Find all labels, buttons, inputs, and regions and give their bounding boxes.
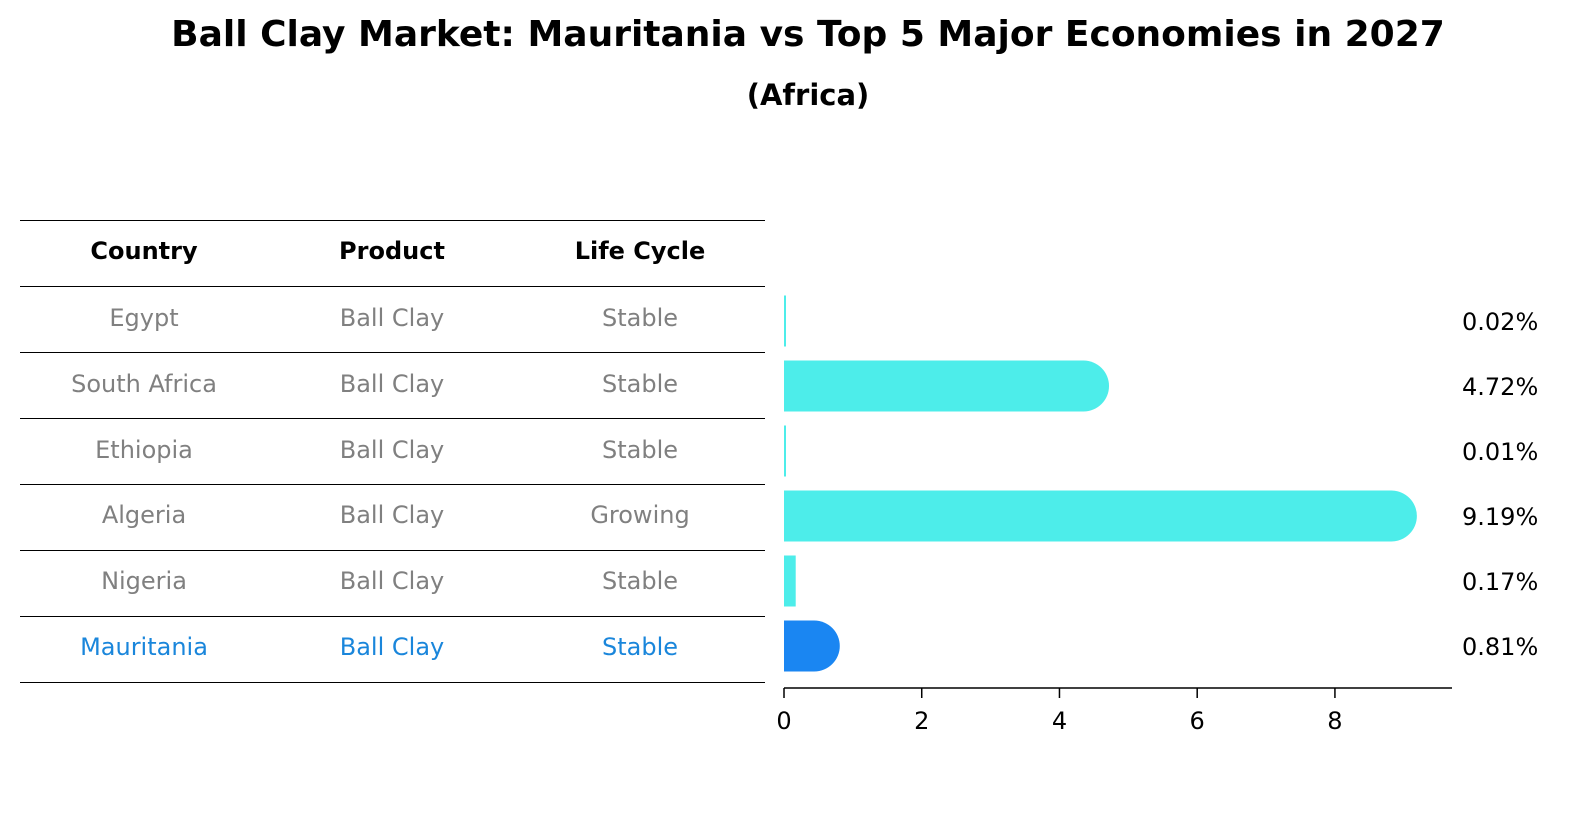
bar-nigeria [784, 555, 796, 607]
cell-country: Mauritania [80, 633, 208, 661]
cell-life-cycle: Stable [601, 369, 679, 398]
cell-life-cycle: Stable [601, 304, 679, 332]
value-label: 9.19% [1462, 503, 1538, 531]
cell-product: Ball Clay [339, 501, 445, 530]
cell-life-cycle: Growing [590, 501, 690, 530]
cell-life-cycle: Stable [601, 435, 679, 464]
cell-product: Ball Clay [339, 633, 445, 661]
cell-country: Algeria [101, 501, 187, 530]
chart-subtitle: (Africa) [746, 78, 870, 112]
cell-life-cycle: Stable [601, 633, 679, 661]
cell-country: South Africa [71, 369, 217, 398]
x-tick-label: 2 [914, 707, 929, 735]
header-life-cycle: Life Cycle [574, 237, 706, 265]
x-tick-label: 8 [1327, 707, 1342, 735]
table-rule [20, 616, 765, 617]
cell-product: Ball Clay [339, 435, 445, 464]
cell-product: Ball Clay [339, 304, 445, 332]
chart-title: Ball Clay Market: Mauritania vs Top 5 Ma… [171, 14, 1445, 55]
x-tick-label: 4 [1052, 707, 1067, 735]
table-rule [20, 352, 765, 353]
table-rule [20, 286, 765, 287]
value-label: 0.02% [1462, 308, 1538, 336]
cell-product: Ball Clay [339, 567, 445, 596]
bar-algeria [784, 490, 1417, 542]
cell-life-cycle: Stable [601, 567, 679, 596]
value-label: 4.72% [1462, 373, 1538, 401]
value-label: 0.17% [1462, 568, 1538, 596]
bar-ethiopia [784, 425, 786, 477]
bar-south-africa [784, 360, 1110, 412]
table-rule [20, 418, 765, 419]
cell-country: Egypt [109, 304, 179, 332]
value-label: 0.01% [1462, 438, 1538, 466]
cell-product: Ball Clay [339, 369, 445, 398]
table-rule [20, 484, 765, 485]
cell-country: Ethiopia [95, 435, 193, 464]
header-country: Country [90, 237, 198, 265]
table-rule [20, 550, 765, 551]
header-product: Product [339, 237, 445, 265]
bar-egypt [784, 295, 786, 347]
table-rule [20, 682, 765, 683]
x-tick-label: 0 [776, 707, 791, 735]
cell-country: Nigeria [101, 567, 187, 596]
x-tick-label: 6 [1190, 707, 1205, 735]
table-rule [20, 220, 765, 221]
bar-mauritania [784, 620, 840, 672]
value-label: 0.81% [1462, 633, 1538, 661]
